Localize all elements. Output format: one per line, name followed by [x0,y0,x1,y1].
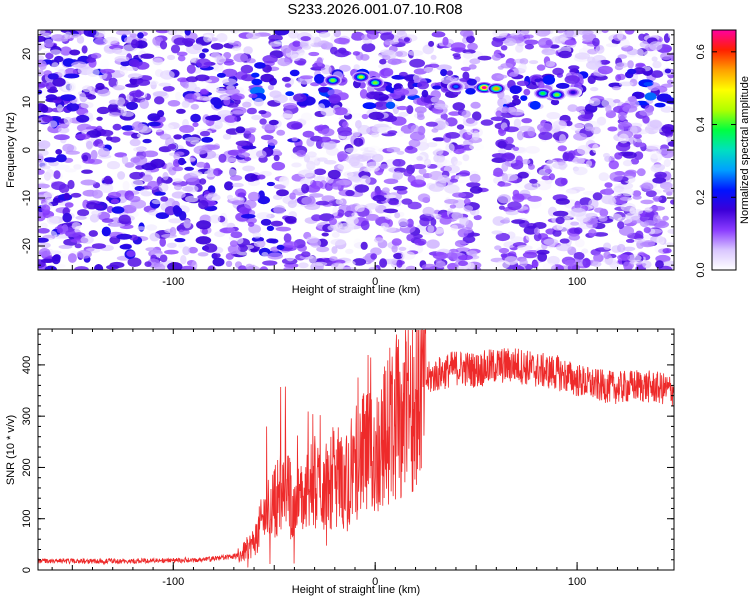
spectrogram-x-tick-label: 0 [372,276,378,288]
signal-peak [446,81,465,93]
snr-y-tick-label: 0 [21,567,33,573]
spectrogram-y-label: Frequency (Hz) [5,112,17,188]
snr-y-tick-label: 200 [21,458,33,476]
spectrogram-x-tick-label: 100 [568,276,586,288]
signal-peak [547,89,566,101]
signal-peak [352,71,370,83]
colorbar-tick-label: 0.6 [695,44,707,59]
spectrogram-noise [38,30,674,270]
snr-x-tick-label: 0 [372,576,378,588]
colorbar: 0.0 0.2 0.4 0.6 Normalized spectral amplitu… [695,29,750,278]
signal-peak [487,83,506,95]
spectrogram-x-label: Height of straight line (km) [292,284,420,296]
snr-x-label: Height of straight line (km) [292,584,420,596]
spectrogram-peaks [323,71,582,101]
colorbar-label: Normalized spectral amplitude [739,76,750,224]
snr-frame [37,328,675,571]
spectrogram-y-tick-label: -10 [21,190,33,206]
spectrogram-y-tick-label: -20 [21,238,33,254]
signal-peak [564,86,582,98]
snr-y-label: SNR (10 * v/v) [5,415,17,485]
snr-y-tick-label: 300 [21,407,33,425]
snr-x-tick-label: -100 [162,576,184,588]
snr-y-tick-label: 100 [21,510,33,528]
snr-x-tick-label: 100 [568,576,586,588]
spectrogram-y-tick-label: 20 [21,48,33,60]
spectrogram-y-tick-label: 10 [21,96,33,108]
snr-series-line [38,329,674,568]
colorbar-tick-label: 0.4 [695,117,707,132]
chart-title: S233.2026.001.07.10.R08 [287,1,463,18]
signal-peak [533,87,552,99]
spectrogram-y-tick-label: 0 [21,147,33,153]
snr-y-tick-label: 400 [21,356,33,374]
colorbar-tick-label: 0.0 [695,262,707,277]
colorbar-gradient [711,29,737,271]
spectrogram-x-tick-label: -100 [162,276,184,288]
signal-peak [366,77,385,89]
colorbar-tick-label: 0.2 [695,190,707,205]
signal-peak [323,74,342,86]
snr-panel: -100 0 100 0 100 200 300 400 Height of straight… [5,328,675,596]
